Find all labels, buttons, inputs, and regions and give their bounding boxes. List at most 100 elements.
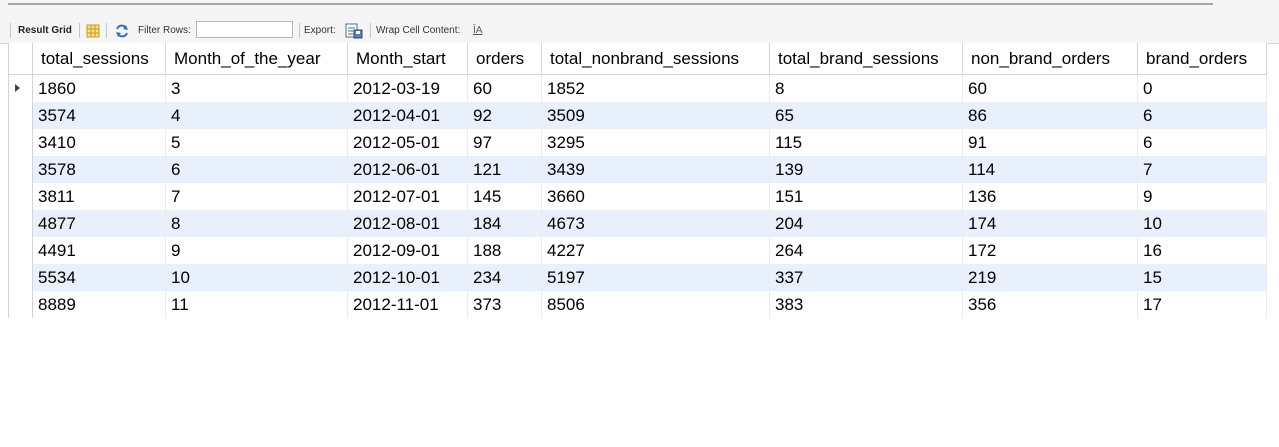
table-cell[interactable]: 9	[1137, 183, 1267, 210]
table-cell[interactable]: 4227	[541, 237, 770, 264]
table-cell[interactable]: 16	[1137, 237, 1267, 264]
export-icon[interactable]	[345, 18, 363, 43]
table-row[interactable]: 5534 10 2012-10-01 234 5197 337 219 15	[8, 264, 1267, 291]
table-cell[interactable]: 92	[467, 102, 542, 129]
column-header-total-sessions[interactable]: total_sessions	[32, 43, 166, 75]
row-header[interactable]	[8, 129, 33, 156]
table-cell[interactable]: 264	[769, 237, 963, 264]
table-cell[interactable]: 3578	[32, 156, 166, 183]
table-cell[interactable]: 172	[962, 237, 1138, 264]
row-header[interactable]	[8, 237, 33, 264]
table-cell[interactable]: 2012-06-01	[347, 156, 468, 183]
table-row[interactable]: 4877 8 2012-08-01 184 4673 204 174 10	[8, 210, 1267, 237]
table-cell[interactable]: 60	[962, 74, 1138, 102]
table-cell[interactable]: 10	[1137, 210, 1267, 237]
table-cell[interactable]: 7	[1137, 156, 1267, 183]
table-cell[interactable]: 219	[962, 264, 1138, 291]
row-header[interactable]	[8, 183, 33, 210]
table-row[interactable]: 3574 4 2012-04-01 92 3509 65 86 6	[8, 102, 1267, 129]
table-cell[interactable]: 2012-04-01	[347, 102, 468, 129]
table-cell[interactable]: 3574	[32, 102, 166, 129]
table-row[interactable]: 3578 6 2012-06-01 121 3439 139 114 7	[8, 156, 1267, 183]
table-row[interactable]: 8889 11 2012-11-01 373 8506 383 356 17	[8, 291, 1267, 318]
table-cell[interactable]: 356	[962, 291, 1138, 318]
table-cell[interactable]: 17	[1137, 291, 1267, 318]
table-cell[interactable]: 8	[165, 210, 348, 237]
table-cell[interactable]: 115	[769, 129, 963, 156]
table-cell[interactable]: 337	[769, 264, 963, 291]
table-cell[interactable]: 60	[467, 74, 542, 102]
table-cell[interactable]: 1860	[32, 74, 166, 102]
column-header-non-brand-orders[interactable]: non_brand_orders	[962, 43, 1138, 75]
table-cell[interactable]: 3811	[32, 183, 166, 210]
table-cell[interactable]: 3295	[541, 129, 770, 156]
table-cell[interactable]: 121	[467, 156, 542, 183]
table-row[interactable]: 4491 9 2012-09-01 188 4227 264 172 16	[8, 237, 1267, 264]
table-cell[interactable]: 2012-09-01	[347, 237, 468, 264]
table-cell[interactable]: 8	[769, 74, 963, 102]
table-cell[interactable]: 2012-07-01	[347, 183, 468, 210]
table-cell[interactable]: 91	[962, 129, 1138, 156]
row-header[interactable]	[8, 210, 33, 237]
row-header[interactable]	[8, 291, 33, 318]
column-header-total-brand-sessions[interactable]: total_brand_sessions	[769, 43, 963, 75]
table-cell[interactable]: 3	[165, 74, 348, 102]
table-cell[interactable]: 4877	[32, 210, 166, 237]
column-header-month-of-the-year[interactable]: Month_of_the_year	[165, 43, 348, 75]
table-cell[interactable]: 5534	[32, 264, 166, 291]
table-cell[interactable]: 2012-03-19	[347, 74, 468, 102]
table-cell[interactable]: 2012-05-01	[347, 129, 468, 156]
table-cell[interactable]: 3509	[541, 102, 770, 129]
table-row[interactable]: 3811 7 2012-07-01 145 3660 151 136 9	[8, 183, 1267, 210]
table-cell[interactable]: 1852	[541, 74, 770, 102]
filter-rows-icon[interactable]	[114, 18, 130, 43]
table-cell[interactable]: 86	[962, 102, 1138, 129]
grid-view-icon[interactable]	[86, 18, 100, 43]
row-header[interactable]	[8, 156, 33, 183]
table-cell[interactable]: 383	[769, 291, 963, 318]
column-header-month-start[interactable]: Month_start	[347, 43, 468, 75]
row-header[interactable]	[8, 102, 33, 129]
table-cell[interactable]: 4673	[541, 210, 770, 237]
table-cell[interactable]: 373	[467, 291, 542, 318]
table-cell[interactable]: 9	[165, 237, 348, 264]
table-cell[interactable]: 11	[165, 291, 348, 318]
table-cell[interactable]: 139	[769, 156, 963, 183]
row-header[interactable]	[8, 264, 33, 291]
table-cell[interactable]: 15	[1137, 264, 1267, 291]
table-cell[interactable]: 174	[962, 210, 1138, 237]
table-cell[interactable]: 6	[1137, 129, 1267, 156]
table-cell[interactable]: 4491	[32, 237, 166, 264]
table-cell[interactable]: 6	[165, 156, 348, 183]
column-header-orders[interactable]: orders	[467, 43, 542, 75]
table-cell[interactable]: 114	[962, 156, 1138, 183]
result-grid-tab[interactable]: Result Grid	[18, 25, 72, 36]
filter-rows-input[interactable]	[196, 21, 293, 38]
table-cell[interactable]: 8506	[541, 291, 770, 318]
table-cell[interactable]: 234	[467, 264, 542, 291]
column-header-brand-orders[interactable]: brand_orders	[1137, 43, 1267, 75]
table-cell[interactable]: 151	[769, 183, 963, 210]
table-cell[interactable]: 3660	[541, 183, 770, 210]
table-cell[interactable]: 5197	[541, 264, 770, 291]
table-cell[interactable]: 97	[467, 129, 542, 156]
table-cell[interactable]: 65	[769, 102, 963, 129]
table-cell[interactable]: 184	[467, 210, 542, 237]
wrap-cell-content-icon[interactable]: ĪA	[473, 25, 483, 36]
table-cell[interactable]: 3410	[32, 129, 166, 156]
table-cell[interactable]: 6	[1137, 102, 1267, 129]
table-cell[interactable]: 10	[165, 264, 348, 291]
table-cell[interactable]: 5	[165, 129, 348, 156]
table-cell[interactable]: 8889	[32, 291, 166, 318]
table-cell[interactable]: 188	[467, 237, 542, 264]
table-cell[interactable]: 204	[769, 210, 963, 237]
table-cell[interactable]: 2012-10-01	[347, 264, 468, 291]
table-row[interactable]: 3410 5 2012-05-01 97 3295 115 91 6	[8, 129, 1267, 156]
table-cell[interactable]: 2012-11-01	[347, 291, 468, 318]
table-cell[interactable]: 4	[165, 102, 348, 129]
column-header-total-nonbrand-sessions[interactable]: total_nonbrand_sessions	[541, 43, 770, 75]
table-cell[interactable]: 145	[467, 183, 542, 210]
table-cell[interactable]: 2012-08-01	[347, 210, 468, 237]
table-row[interactable]: 1860 3 2012-03-19 60 1852 8 60 0	[8, 74, 1267, 102]
table-cell[interactable]: 136	[962, 183, 1138, 210]
